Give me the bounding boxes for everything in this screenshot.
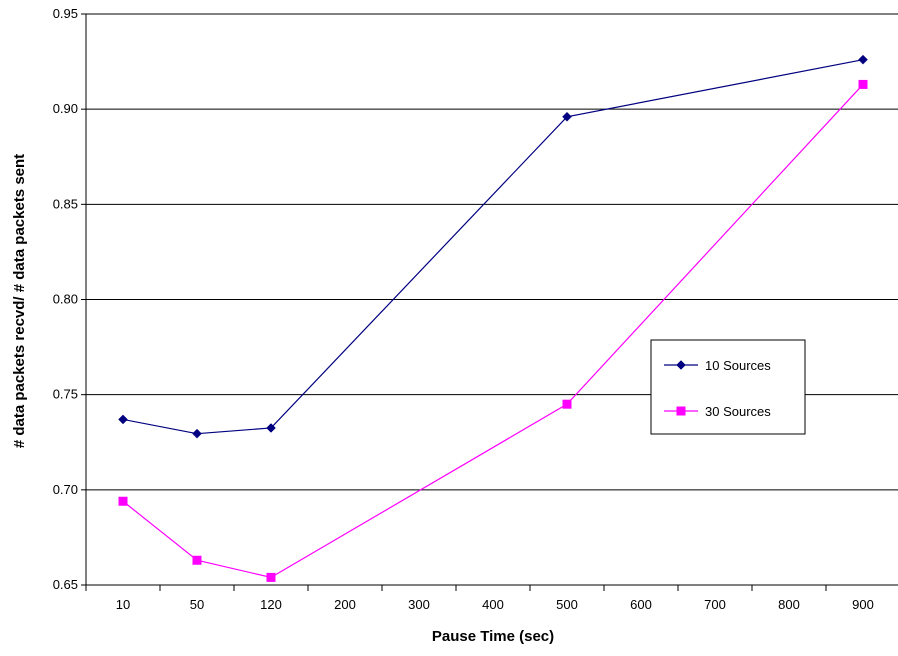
y-tick-label: 0.80 — [53, 292, 78, 307]
x-tick-label: 500 — [556, 597, 578, 612]
data-point — [858, 79, 868, 89]
y-tick-labels: 0.65 0.70 0.75 0.80 0.85 0.90 0.95 — [53, 6, 78, 592]
series-group — [118, 54, 868, 582]
series-2 — [118, 79, 868, 582]
data-point — [562, 399, 572, 409]
x-tick-label: 800 — [778, 597, 800, 612]
legend: 10 Sources 30 Sources — [650, 339, 806, 435]
legend-label: 30 Sources — [705, 404, 771, 419]
data-point — [192, 428, 202, 439]
data-point — [562, 111, 572, 122]
legend-box — [650, 339, 806, 435]
x-tick-label: 600 — [630, 597, 652, 612]
y-tick-label: 0.95 — [53, 6, 78, 21]
legend-marker — [676, 406, 686, 416]
data-point — [858, 54, 868, 65]
legend-label: 10 Sources — [705, 358, 771, 373]
legend-marker — [676, 360, 686, 370]
gridlines — [86, 13, 898, 491]
data-point — [118, 414, 128, 425]
axes — [81, 13, 898, 591]
y-tick-label: 0.90 — [53, 101, 78, 116]
data-point — [266, 423, 276, 433]
y-tick-label: 0.70 — [53, 482, 78, 497]
y-tick-label: 0.65 — [53, 577, 78, 592]
x-tick-label: 120 — [260, 597, 282, 612]
x-tick-label: 900 — [852, 597, 874, 612]
data-point — [192, 555, 202, 565]
y-tick-label: 0.75 — [53, 387, 78, 402]
x-tick-label: 300 — [408, 597, 430, 612]
data-point — [118, 496, 128, 506]
x-tick-label: 700 — [704, 597, 726, 612]
x-tick-label: 400 — [482, 597, 504, 612]
y-tick-label: 0.85 — [53, 196, 78, 211]
series-1 — [118, 54, 868, 439]
x-tick-label: 10 — [116, 597, 130, 612]
x-tick-label: 200 — [334, 597, 356, 612]
series-line — [122, 84, 864, 579]
x-tick-label: 50 — [190, 597, 204, 612]
y-axis-title: # data packets recvd/ # data packets sen… — [11, 154, 28, 448]
x-tick-labels: 10 50 120 200 300 400 500 600 700 800 900 — [116, 597, 874, 612]
data-point — [266, 572, 276, 582]
x-axis-title: Pause Time (sec) — [432, 628, 554, 645]
